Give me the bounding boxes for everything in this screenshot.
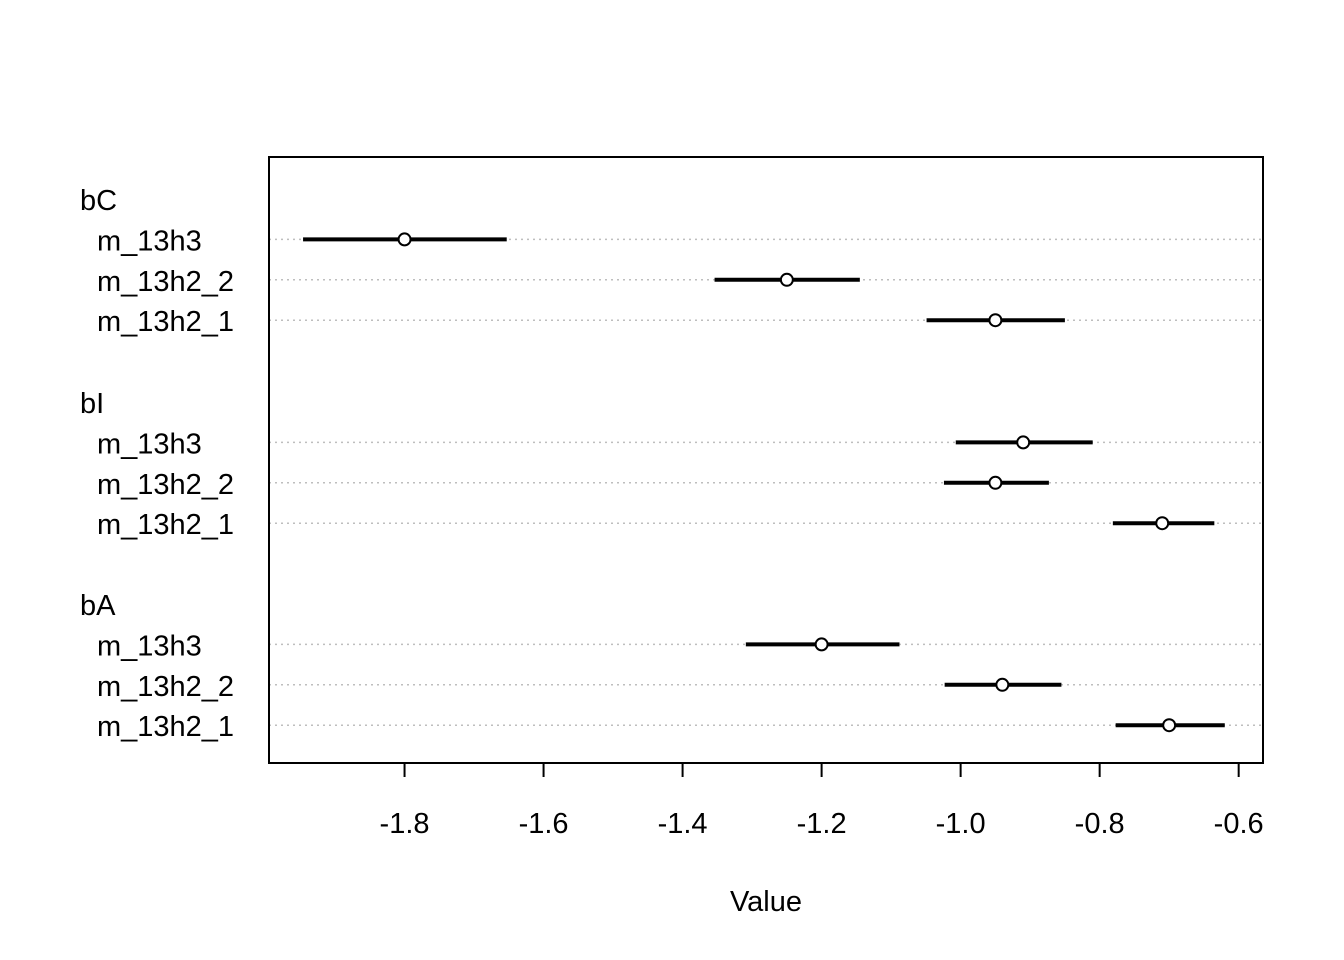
label-layer: bC m_13h3 m_13h2_2 m_13h2_1 bI m_13h3 m_13h2_2…	[80, 185, 234, 743]
row-label: m_13h2_1	[97, 509, 234, 541]
x-tick-label: -1.2	[797, 808, 847, 840]
x-tick-label: -1.8	[380, 808, 430, 840]
grid-layer	[269, 238, 1263, 726]
mean-point	[397, 232, 412, 247]
row-label: m_13h3	[97, 630, 202, 662]
group-label: bC	[80, 185, 117, 217]
mean-point	[779, 272, 794, 287]
row-label: m_13h2_1	[97, 711, 234, 743]
point-layer	[397, 232, 1177, 733]
group-label: bI	[80, 388, 104, 420]
mean-point	[988, 475, 1003, 490]
mean-point	[995, 677, 1010, 692]
x-tick-label: -1.0	[936, 808, 986, 840]
mean-point	[1016, 435, 1031, 450]
row-label: m_13h2_2	[97, 671, 234, 703]
x-tick-label: -0.8	[1075, 808, 1125, 840]
row-label: m_13h2_2	[97, 266, 234, 298]
mean-point	[988, 313, 1003, 328]
row-label: m_13h2_2	[97, 469, 234, 501]
x-axis-title: Value	[730, 886, 802, 918]
x-axis: -1.8 -1.6 -1.4 -1.2 -1.0 -0.8 -0.6	[380, 762, 1264, 840]
plot-frame	[268, 156, 1264, 764]
row-label: m_13h3	[97, 428, 202, 460]
mean-point	[1155, 516, 1170, 531]
x-tick-label: -0.6	[1214, 808, 1264, 840]
x-tick-label: -1.6	[519, 808, 569, 840]
row-label: m_13h2_1	[97, 306, 234, 338]
x-tick-label: -1.4	[658, 808, 708, 840]
group-label: bA	[80, 590, 116, 622]
mean-point	[1162, 718, 1177, 733]
row-label: m_13h3	[97, 225, 202, 257]
mean-point	[814, 637, 829, 652]
